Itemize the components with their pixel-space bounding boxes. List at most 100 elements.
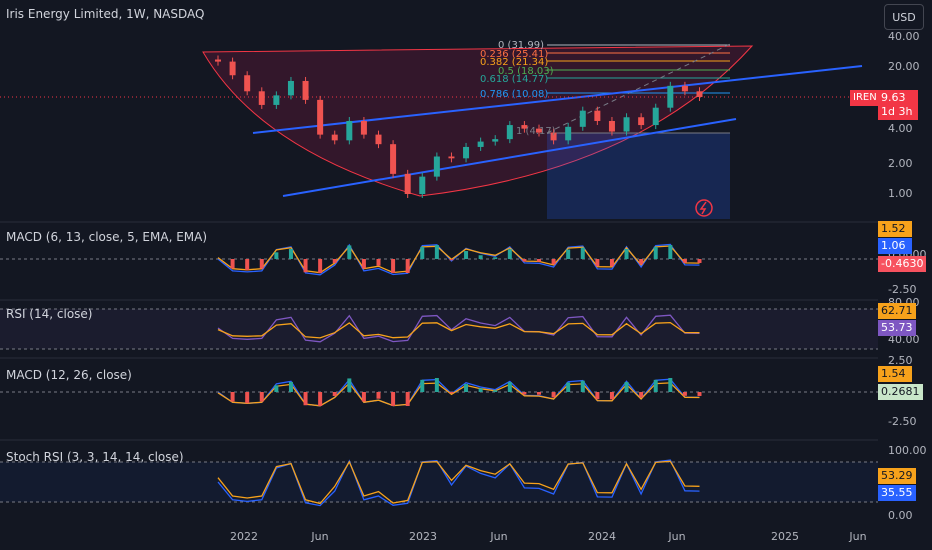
macd-fast-hist-bar: [434, 245, 439, 259]
last-price: 9.63: [881, 91, 906, 104]
fib-label: 1 (4.17): [516, 126, 556, 137]
macd-line: [217, 378, 700, 407]
macd-hist-bar: [653, 379, 658, 392]
macd-hist-bar: [405, 392, 410, 406]
price-tick: 40.00: [888, 30, 920, 43]
lightning-icon: [695, 199, 713, 217]
macd-tick: -2.50: [888, 415, 917, 428]
channel-upper-line: [252, 65, 863, 134]
candle-body: [404, 173, 411, 194]
candle-body: [258, 91, 265, 105]
price-tick: 4.00: [888, 122, 913, 135]
macd-fast-hist-bar: [668, 245, 673, 259]
price-tick: 20.00: [888, 60, 920, 73]
macd-hist-bar: [376, 392, 381, 399]
stoch-d-badge: 35.55: [878, 485, 916, 501]
macd-hist-bar: [332, 392, 337, 397]
rsi-value-badge: 53.73: [878, 320, 916, 336]
fib-target-zone: [547, 133, 730, 219]
candle-body: [550, 132, 557, 141]
macd-fast-hist-bar: [288, 248, 293, 259]
macd-fast-hist-bar: [230, 259, 235, 269]
x-tick: 2025: [771, 530, 799, 543]
macd-hist-bar: [537, 392, 541, 395]
candle-body: [419, 176, 426, 194]
macd-hist-bar: [288, 381, 293, 392]
macd-fast-line-badge: 1.06: [878, 238, 912, 254]
fib-label: 0.382 (21.34): [480, 57, 549, 68]
macd-fast-hist-bar: [361, 259, 366, 269]
candle-body: [506, 125, 513, 140]
candle-body: [463, 146, 470, 159]
candle-body: [287, 80, 294, 96]
macd-fast-hist-bar: [259, 259, 264, 269]
candle-body: [244, 75, 251, 92]
macd-hist-bar: [682, 392, 687, 396]
candle-body: [492, 139, 499, 142]
rsi-line: [217, 314, 700, 343]
candle-body: [536, 128, 542, 133]
macd-hist-bar: [347, 378, 352, 392]
candle-body: [229, 61, 236, 76]
macd-hist-bar: [318, 392, 323, 406]
macd-fast-hist-bar: [347, 245, 352, 259]
macd-fast-hist-bar: [274, 252, 279, 259]
x-tick: Jun: [849, 530, 867, 543]
candle-body: [623, 117, 630, 132]
fib-trend-dashed: [546, 43, 731, 134]
fib-label: 0.786 (10.08): [480, 89, 549, 100]
x-tick: Jun: [490, 530, 508, 543]
macd-fast-hist-bar: [478, 255, 483, 259]
macd-fast-hist-bar: [609, 259, 614, 267]
macd-hist-bar: [595, 392, 600, 400]
macd-hist-bar: [449, 392, 454, 394]
lightning-bolt-icon: [699, 201, 707, 215]
stoch-label: Stoch RSI (3, 3, 14, 14, close): [6, 450, 184, 464]
bar-countdown: 1d 3h: [881, 105, 913, 118]
candle-body: [360, 120, 367, 135]
macd-fast-hist-bar: [566, 249, 571, 259]
macd-fast-hist-bar: [595, 259, 600, 267]
candle-body: [477, 141, 484, 147]
stoch-tick: 100.00: [888, 444, 927, 457]
x-tick: Jun: [311, 530, 329, 543]
macd-hist-bar: [361, 392, 366, 402]
macd-hist-bar: [551, 392, 556, 398]
macd-hist-bar: [668, 378, 673, 392]
macd-hist-bar: [697, 392, 702, 396]
macd-hist-bar: [245, 392, 250, 404]
x-tick: 2022: [230, 530, 258, 543]
macd-hist-bar: [624, 382, 629, 392]
macd-fast-signal-badge: 1.52: [878, 221, 912, 237]
candle-body: [302, 80, 309, 100]
candle-body: [696, 91, 703, 97]
stoch-d-line: [217, 460, 700, 505]
macd-fast-hist-bar: [507, 249, 512, 259]
macd-hist-bar: [434, 378, 439, 392]
stoch-tick: 0.00: [888, 509, 913, 522]
x-tick: 2024: [588, 530, 616, 543]
fib-label: 0 (31.99): [498, 40, 544, 51]
rsi-ma-badge: 62.71: [878, 303, 916, 319]
macd-fast-hist-badge: -0.4630: [878, 256, 927, 272]
candle-body: [565, 126, 572, 141]
macd-hist-bar: [522, 392, 527, 395]
candle-body: [594, 110, 601, 121]
macd-fast-hist-bar: [697, 259, 702, 263]
macd-hist-bar: [464, 384, 469, 392]
candle-body: [273, 95, 280, 105]
rsi-label: RSI (14, close): [6, 307, 93, 321]
fib-label: 0.236 (25.41): [480, 49, 549, 60]
macd-hist-bar: [639, 392, 644, 398]
macd-fast-hist-bar: [551, 259, 556, 265]
currency-button[interactable]: USD: [884, 4, 924, 30]
candle-body: [608, 120, 615, 132]
macd-label: MACD (12, 26, close): [6, 368, 132, 382]
stoch-band: [0, 462, 878, 502]
macd-hist-bar: [566, 382, 571, 392]
price-tick: 1.00: [888, 187, 913, 200]
ticker-badge: IREN: [850, 90, 880, 106]
candle-body: [667, 85, 674, 108]
channel-lower-line: [282, 118, 737, 197]
